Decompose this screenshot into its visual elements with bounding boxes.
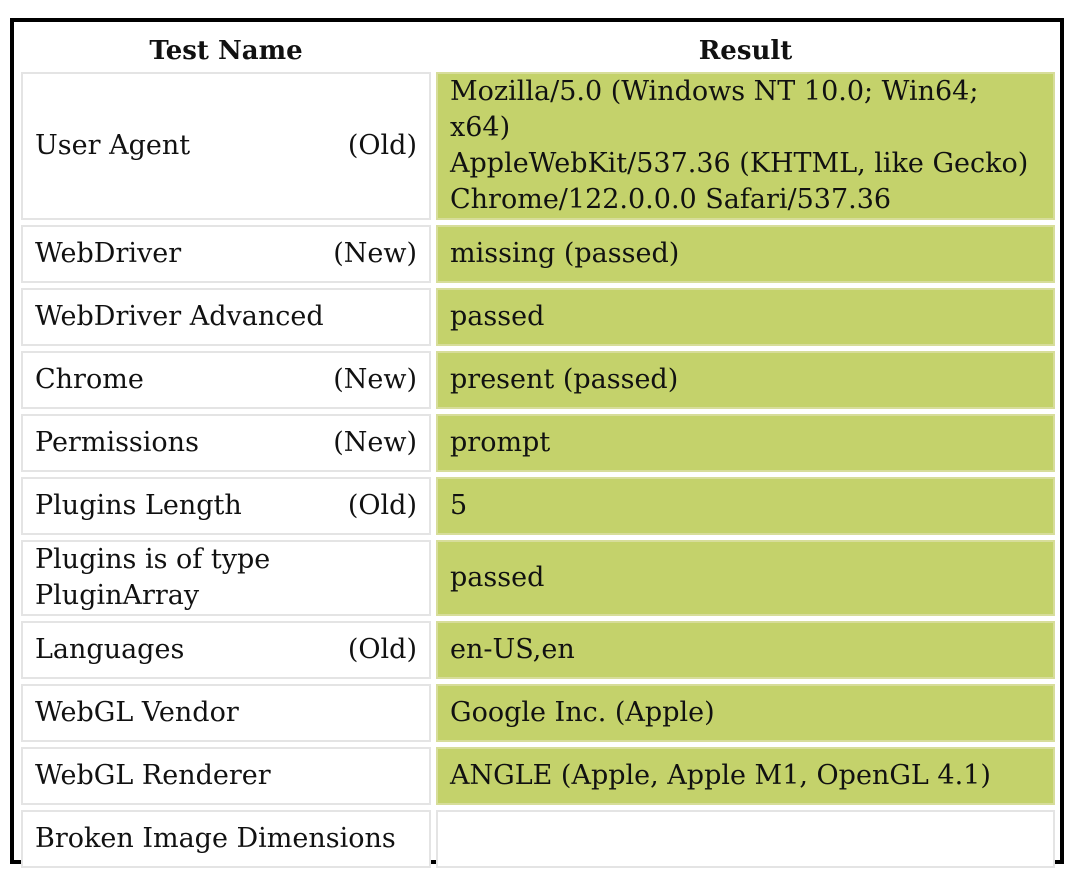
table-row: WebDriver (New) missing (passed) <box>21 225 1055 283</box>
result-cell: present (passed) <box>436 351 1055 409</box>
table-row: WebGL Renderer ANGLE (Apple, Apple M1, O… <box>21 747 1055 805</box>
result-cell: Google Inc. (Apple) <box>436 684 1055 742</box>
test-name: Languages <box>35 634 185 665</box>
result-line: Mozilla/5.0 (Windows NT 10.0; Win64; x64… <box>450 76 979 143</box>
test-name: Permissions <box>35 427 199 458</box>
result-cell: Mozilla/5.0 (Windows NT 10.0; Win64; x64… <box>436 72 1055 220</box>
test-name: WebDriver <box>35 238 182 269</box>
test-name-cell: WebDriver (New) <box>21 225 431 283</box>
test-name: Broken Image Dimensions <box>35 823 396 854</box>
table-row: WebGL Vendor Google Inc. (Apple) <box>21 684 1055 742</box>
table-row: Plugins is of type PluginArray passed <box>21 540 1055 616</box>
result-cell: passed <box>436 288 1055 346</box>
results-table-frame: Test Name Result User Agent (Old) Mozill… <box>10 18 1064 868</box>
result-cell: ANGLE (Apple, Apple M1, OpenGL 4.1) <box>436 747 1055 805</box>
test-name: Chrome <box>35 364 144 395</box>
test-tag: (Old) <box>347 634 417 665</box>
test-name-cell: Chrome (New) <box>21 351 431 409</box>
result-cell <box>436 810 1055 868</box>
test-name-cell: Broken Image Dimensions <box>21 810 431 868</box>
table-row: Chrome (New) present (passed) <box>21 351 1055 409</box>
test-name-cell: User Agent (Old) <box>21 72 431 220</box>
test-name-cell: WebGL Renderer <box>21 747 431 805</box>
test-tag: (New) <box>333 238 417 269</box>
test-name-cell: Languages (Old) <box>21 621 431 679</box>
test-name-cell: WebGL Vendor <box>21 684 431 742</box>
header-row: Test Name Result <box>21 35 1055 67</box>
test-tag: (Old) <box>347 130 417 161</box>
result-line: Chrome/122.0.0.0 Safari/537.36 <box>450 184 892 215</box>
test-name: WebGL Renderer <box>35 760 271 791</box>
test-name-cell: WebDriver Advanced <box>21 288 431 346</box>
test-name-cell: Permissions (New) <box>21 414 431 472</box>
test-tag: (New) <box>333 427 417 458</box>
results-table: Test Name Result User Agent (Old) Mozill… <box>16 30 1060 873</box>
test-tag: (New) <box>333 364 417 395</box>
test-tag: (Old) <box>347 490 417 521</box>
result-cell: passed <box>436 540 1055 616</box>
table-row: Languages (Old) en-US,en <box>21 621 1055 679</box>
column-header-result: Result <box>698 36 793 66</box>
result-cell: 5 <box>436 477 1055 535</box>
table-row: WebDriver Advanced passed <box>21 288 1055 346</box>
test-name-cell: Plugins is of type PluginArray <box>21 540 431 616</box>
test-name: Plugins Length <box>35 490 242 521</box>
result-cell: missing (passed) <box>436 225 1055 283</box>
test-name: Plugins is of type PluginArray <box>35 544 271 611</box>
test-name: User Agent <box>35 130 191 161</box>
test-name: WebGL Vendor <box>35 697 239 728</box>
table-row: Plugins Length (Old) 5 <box>21 477 1055 535</box>
table-row: Permissions (New) prompt <box>21 414 1055 472</box>
result-cell: en-US,en <box>436 621 1055 679</box>
test-name: WebDriver Advanced <box>35 301 324 332</box>
column-header-test-name: Test Name <box>149 36 303 66</box>
table-row: Broken Image Dimensions <box>21 810 1055 868</box>
test-name-cell: Plugins Length (Old) <box>21 477 431 535</box>
result-cell: prompt <box>436 414 1055 472</box>
table-row: User Agent (Old) Mozilla/5.0 (Windows NT… <box>21 72 1055 220</box>
result-line: AppleWebKit/537.36 (KHTML, like Gecko) <box>450 148 1029 179</box>
